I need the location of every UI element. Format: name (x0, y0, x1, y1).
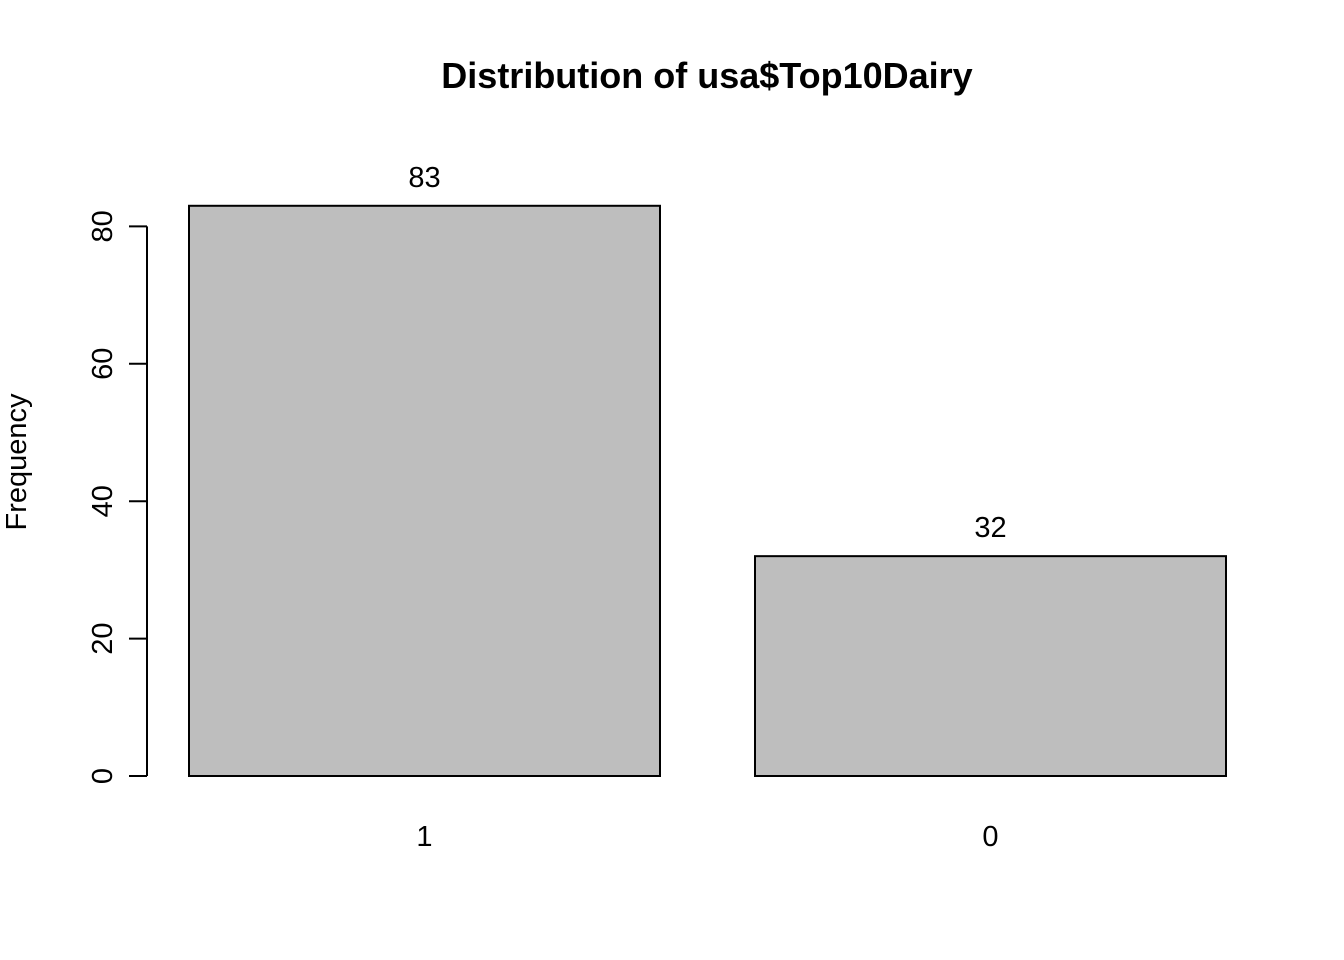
y-tick-label-60: 60 (87, 348, 119, 380)
y-axis-label: Frequency (1, 393, 33, 531)
y-axis: 0 20 40 60 80 (87, 210, 148, 784)
bar-data-label-1: 83 (408, 162, 440, 194)
y-tick-label-40: 40 (87, 485, 119, 517)
bar-data-label-0: 32 (974, 512, 1006, 544)
bars-group (188, 204, 1227, 778)
category-label-0: 0 (982, 821, 998, 853)
bar-1 (188, 204, 661, 778)
y-tick-label-0: 0 (87, 768, 119, 784)
bar-labels-group: 83 32 (408, 162, 1006, 544)
category-label-1: 1 (416, 821, 432, 853)
y-tick-label-20: 20 (87, 622, 119, 654)
y-tick-label-80: 80 (87, 210, 119, 242)
bar-0 (754, 555, 1227, 777)
chart-title: Distribution of usa$Top10Dairy (441, 55, 972, 96)
